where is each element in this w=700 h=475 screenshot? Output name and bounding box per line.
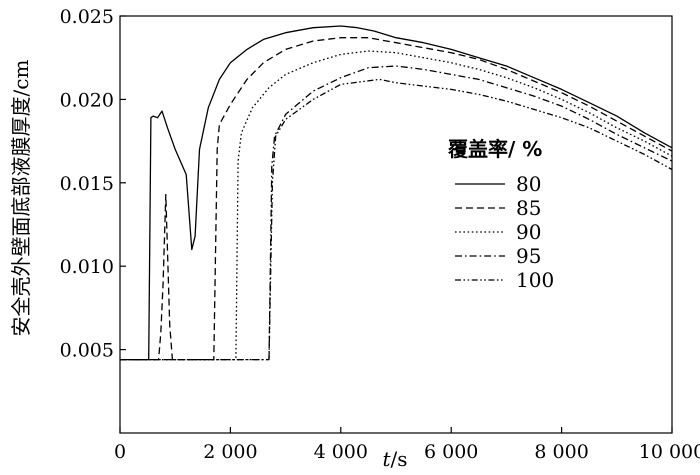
y-tick-label: 0.020 xyxy=(60,89,114,111)
legend-label-85: 85 xyxy=(516,196,541,220)
x-axis-ticks: 0 2 000 4 000 6 000 8 000 10 000 xyxy=(114,427,700,463)
x-tick-label: 10 000 xyxy=(639,441,700,463)
legend-label-95: 95 xyxy=(516,244,541,268)
x-axis-label: t/s xyxy=(382,447,407,471)
series-line-90 xyxy=(120,50,673,361)
legend-title: 覆盖率/ % xyxy=(447,137,542,161)
plot-border xyxy=(119,15,673,434)
x-tick-label: 0 xyxy=(114,441,126,463)
y-axis-label: 安全壳外壁面底部液膜厚度/cm xyxy=(9,60,33,337)
x-tick-label: 6 000 xyxy=(424,441,478,463)
x-tick-label: 2 000 xyxy=(203,441,257,463)
series-line-95 xyxy=(120,65,673,361)
y-tick-label: 0.010 xyxy=(60,256,114,278)
series-layer xyxy=(120,25,673,361)
legend-label-100: 100 xyxy=(516,268,554,292)
y-axis-ticks: 0.005 0.010 0.015 0.020 0.025 xyxy=(60,6,126,362)
y-tick-label: 0.015 xyxy=(60,173,114,195)
legend-label-80: 80 xyxy=(516,172,541,196)
x-axis-label-unit: /s xyxy=(391,447,408,471)
series-line-100 xyxy=(120,78,673,361)
y-tick-label: 0.005 xyxy=(60,340,114,362)
legend-label-90: 90 xyxy=(516,220,541,244)
y-tick-label: 0.025 xyxy=(60,6,114,28)
plot-frame xyxy=(119,15,673,434)
x-tick-label: 8 000 xyxy=(534,441,588,463)
series-line-80 xyxy=(120,25,673,361)
x-tick-label: 4 000 xyxy=(314,441,368,463)
series-line-85 xyxy=(120,37,673,361)
x-axis-label-variable: t xyxy=(382,447,391,471)
